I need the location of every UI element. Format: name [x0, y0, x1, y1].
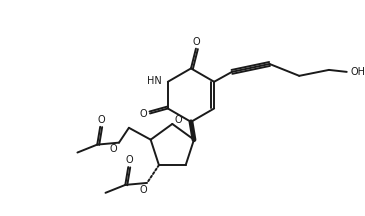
Text: O: O [174, 115, 182, 125]
Text: O: O [139, 185, 147, 195]
Text: O: O [109, 144, 117, 154]
Text: O: O [97, 115, 105, 125]
Text: O: O [126, 155, 133, 165]
Text: OH: OH [350, 67, 365, 77]
Text: O: O [139, 110, 147, 119]
Text: O: O [192, 37, 200, 47]
Text: HN: HN [147, 76, 161, 86]
